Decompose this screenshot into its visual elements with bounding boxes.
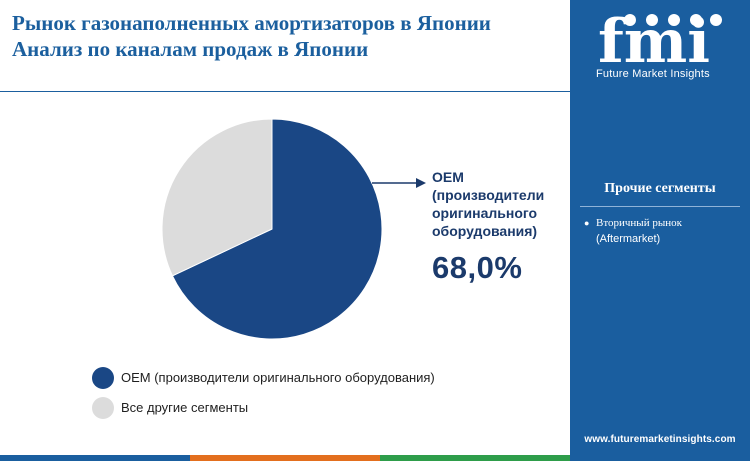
fmi-logo: fmi — [598, 10, 722, 77]
bullet-icon: ● — [584, 218, 590, 228]
pie-chart — [161, 118, 426, 340]
bottom-strip-blue — [0, 455, 190, 461]
callout-line-2: (производители — [432, 187, 545, 203]
chip-icon — [710, 14, 722, 26]
legend-label-oem: OEM (производители оригинального оборудо… — [121, 370, 435, 385]
title-line-1: Рынок газонаполненных амортизаторов в Яп… — [12, 11, 491, 35]
page-title: Рынок газонаполненных амортизаторов в Яп… — [12, 10, 572, 62]
car-icon — [646, 14, 658, 26]
other-segment-sublabel: (Aftermarket) — [596, 233, 661, 245]
leaf-icon — [690, 14, 702, 26]
callout-line-4: оборудования) — [432, 223, 538, 239]
bottom-strip-orange — [190, 455, 380, 461]
flask-icon — [668, 14, 680, 26]
sidebar: fmi Future Market Insights Прочие сегмен… — [570, 0, 750, 461]
legend-swatch-oem — [92, 367, 114, 389]
callout-label: OEM (производители оригинального оборудо… — [432, 168, 572, 240]
website-link[interactable]: www.futuremarketinsights.com — [584, 434, 736, 445]
globe-icon — [624, 14, 636, 26]
title-line-2: Анализ по каналам продаж в Японии — [12, 37, 369, 61]
title-divider — [0, 91, 570, 92]
other-segment-label: Вторичный рынок — [596, 217, 682, 229]
callout-value: 68,0% — [432, 250, 523, 285]
legend-label-others: Все другие сегменты — [121, 400, 249, 415]
callout-line-1: OEM — [432, 169, 464, 185]
logo-tagline: Future Market Insights — [596, 68, 710, 80]
other-segments-heading: Прочие сегменты — [604, 181, 716, 196]
legend-swatch-others — [92, 397, 114, 419]
bottom-strip-blue-2 — [570, 455, 750, 461]
callout-line-3: оригинального — [432, 205, 538, 221]
callout-arrow-head — [416, 178, 426, 188]
pie-slice-0 — [171, 118, 383, 340]
pie-slice-1 — [161, 118, 273, 277]
other-segments-divider — [580, 206, 740, 207]
bottom-strip-green — [380, 455, 570, 461]
